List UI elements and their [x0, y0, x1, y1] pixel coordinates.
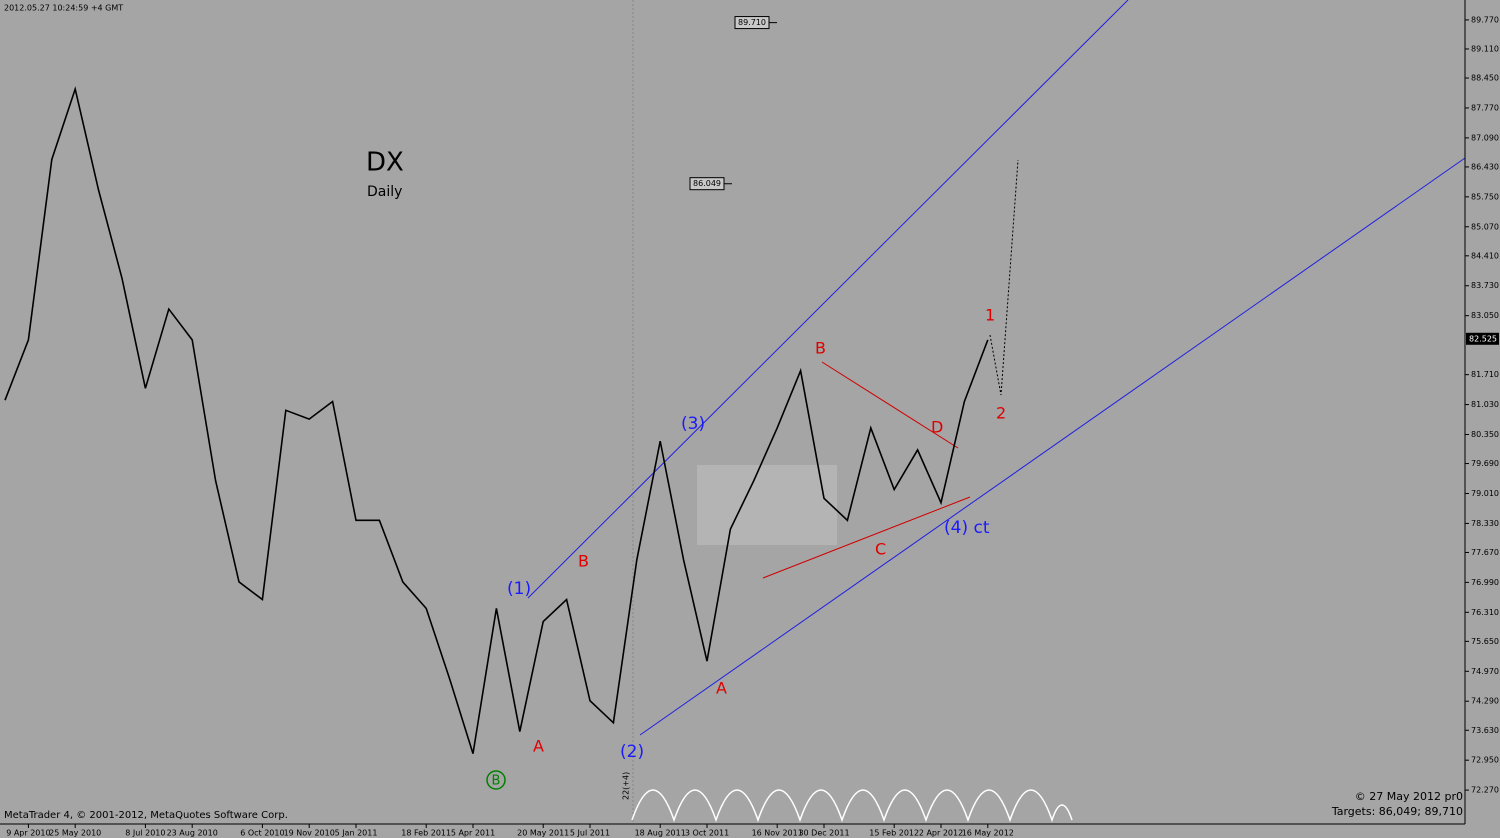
y-tick-label: 83.050: [1471, 311, 1499, 320]
x-tick-label: 20 May 2011: [517, 829, 569, 838]
wave-label: A: [716, 679, 727, 698]
y-tick-label: 80.350: [1471, 430, 1499, 439]
footer-targets: Targets: 86,049; 89,710: [1331, 805, 1463, 818]
y-tick-label: 77.670: [1471, 548, 1499, 557]
x-tick-label: 5 Jul 2011: [570, 829, 610, 838]
y-tick-label: 73.630: [1471, 726, 1499, 735]
wave-label: A: [533, 737, 544, 756]
wave-label: D: [931, 418, 943, 437]
x-tick-label: 23 Aug 2010: [167, 829, 218, 838]
wave-label: B: [578, 552, 589, 571]
price-mark-label: 89.710: [738, 18, 766, 27]
y-tick-label: 76.990: [1471, 578, 1499, 587]
wave-label: 1: [985, 306, 995, 325]
circle-marker: [486, 770, 506, 790]
wave-label: B: [815, 339, 826, 358]
y-tick-label: 88.450: [1471, 74, 1499, 83]
x-tick-label: 18 Feb 2011: [401, 829, 451, 838]
y-tick-label: 72.270: [1471, 786, 1499, 795]
y-tick-label: 75.650: [1471, 637, 1499, 646]
y-tick-label: 84.410: [1471, 251, 1499, 260]
y-tick-label: 87.770: [1471, 103, 1499, 112]
wave-label: B: [492, 774, 501, 789]
y-tick-label: 79.690: [1471, 459, 1499, 468]
wave-label: (1): [507, 579, 531, 599]
y-tick-label: 83.730: [1471, 281, 1499, 290]
cycle-label: 22(+4): [622, 772, 631, 800]
y-tick-label: 74.290: [1471, 697, 1499, 706]
cycle-arcs: [631, 789, 1073, 823]
y-tick-label: 78.330: [1471, 519, 1499, 528]
y-tick-label: 85.070: [1471, 222, 1499, 231]
chart-title: DX: [366, 148, 404, 178]
price-line: [4, 86, 989, 754]
projection: [989, 159, 1019, 396]
current-price-box: [1466, 332, 1499, 345]
x-tick-label: 30 Dec 2011: [798, 829, 849, 838]
x-tick-label: 3 Oct 2011: [685, 829, 729, 838]
y-tick-label: 72.950: [1471, 756, 1499, 765]
x-tick-label: 5 Jan 2011: [335, 829, 378, 838]
chart-subtitle: Daily: [367, 184, 402, 200]
header: 2012.05.27 10:24:59 +4 GMT: [4, 4, 123, 13]
x-tick-label: 18 Aug 2011: [635, 829, 686, 838]
range-box: [697, 465, 837, 545]
x-tick-label: 16 Nov 2011: [752, 829, 803, 838]
y-tick-label: 85.750: [1471, 192, 1499, 201]
channel-lower: [639, 157, 1466, 736]
footer-right: © 27 May 2012 pr0: [1355, 790, 1463, 803]
price-mark-box: [734, 16, 770, 30]
x-tick-label: 9 Apr 2010: [6, 829, 50, 838]
x-tick-label: 16 May 2012: [962, 829, 1014, 838]
footer-left: MetaTrader 4, © 2001-2012, MetaQuotes So…: [4, 810, 288, 821]
y-tick-label: 81.030: [1471, 400, 1499, 409]
y-tick-label: 76.310: [1471, 608, 1499, 617]
x-tick-label: 2 Apr 2012: [919, 829, 963, 838]
price-mark-label: 86.049: [693, 179, 721, 188]
triangle-lower: [762, 496, 971, 579]
x-tick-label: 25 May 2010: [49, 829, 101, 838]
current-price-label: 82.525: [1469, 334, 1497, 343]
wave-label: (4) ct: [944, 518, 990, 538]
y-tick-label: 74.970: [1471, 667, 1499, 676]
price-mark-box: [689, 177, 725, 191]
x-tick-label: 15 Feb 2012: [869, 829, 919, 838]
triangle-upper: [821, 361, 959, 449]
x-tick-label: 8 Jul 2010: [125, 829, 165, 838]
y-tick-label: 89.110: [1471, 44, 1499, 53]
wave-label: 2: [996, 404, 1006, 423]
y-tick-label: 81.710: [1471, 370, 1499, 379]
y-tick-label: 89.770: [1471, 15, 1499, 24]
wave-label: (2): [620, 742, 644, 762]
wave-label: (3): [681, 414, 705, 434]
y-tick-label: 87.090: [1471, 133, 1499, 142]
x-tick-label: 6 Oct 2010: [240, 829, 284, 838]
channel-upper: [527, 0, 1129, 599]
y-tick-label: 79.010: [1471, 489, 1499, 498]
x-tick-label: 19 Nov 2010: [284, 829, 335, 838]
x-tick-label: 5 Apr 2011: [451, 829, 495, 838]
y-tick-label: 86.430: [1471, 162, 1499, 171]
wave-label: C: [875, 540, 886, 559]
